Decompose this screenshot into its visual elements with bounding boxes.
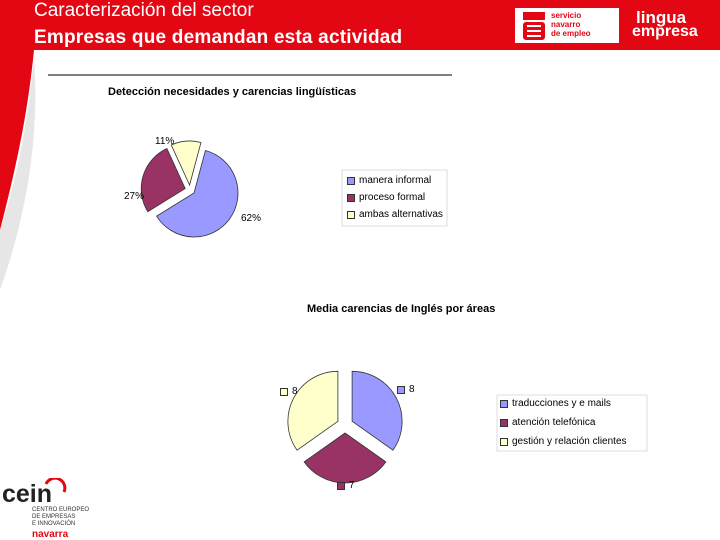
chart2-legend-item: traducciones y e mails [500, 398, 611, 409]
legend-swatch [347, 176, 355, 185]
slide-subtitle: Empresas que demandan esta actividad [34, 27, 403, 48]
chart2-title: Media carencias de Inglés por áreas [307, 303, 496, 315]
empresa-logo-text: empresa [632, 23, 698, 40]
chart2-legend-item: atención telefónica [500, 417, 595, 428]
cein-wordmark: cein [2, 480, 52, 508]
slide-title: Caracterización del sector [34, 0, 254, 21]
chart1-legend-item: proceso formal [347, 192, 425, 203]
chart1-legend-box [341, 169, 448, 227]
label-swatch [397, 385, 405, 394]
pie-slice-atención-telefónica [303, 432, 387, 484]
pie-slice-traducciones-y-e-mails [351, 370, 403, 451]
chart1-title: Detección necesidades y carencias lingüí… [108, 86, 357, 98]
cein-caption: CENTRO EUROPEO DE EMPRESAS E INNOVACIÓN [32, 507, 90, 527]
label-swatch [280, 387, 288, 396]
chart1-data-label: 27% [124, 191, 145, 202]
chart2-legend-item: gestión y relación clientes [500, 436, 627, 447]
chart2-data-label: 7 [337, 480, 355, 491]
red-side-swoosh [0, 50, 34, 230]
cein-logo-icon: cein [2, 478, 67, 508]
pie-slice-manera-informal [156, 149, 239, 238]
cein-region: navarra [32, 529, 69, 540]
pie-chart-2 [287, 370, 403, 484]
legend-swatch [500, 418, 508, 427]
chart1-legend-item: ambas alternativas [347, 209, 443, 220]
servicio-navarro-logo: servicio navarro de empleo [515, 8, 619, 43]
lingua-logo-text: lingua [636, 8, 687, 27]
grey-side-swoosh [0, 58, 36, 290]
legend-swatch [347, 210, 355, 219]
chart1-data-label: 62% [241, 213, 262, 224]
chart2-legend-box [496, 394, 648, 452]
pie-slice-proceso-formal [140, 148, 186, 213]
legend-swatch [500, 437, 508, 446]
legend-swatch [347, 193, 355, 202]
label-swatch [337, 481, 345, 490]
servicio-navarro-text: servicio navarro de empleo [551, 11, 591, 38]
pie-slice-ambas-alternativas [170, 140, 202, 187]
chart1-legend-item: manera informal [347, 175, 431, 186]
legend-swatch [500, 399, 508, 408]
chart2-data-label: 8 [280, 386, 298, 397]
pie-chart-1 [140, 140, 239, 238]
chart2-data-label: 8 [397, 384, 415, 395]
coat-of-arms-icon [523, 12, 545, 40]
chart1-data-label: 11% [155, 136, 175, 147]
pie-slice-gestión-y-relación-clientes [287, 370, 339, 451]
